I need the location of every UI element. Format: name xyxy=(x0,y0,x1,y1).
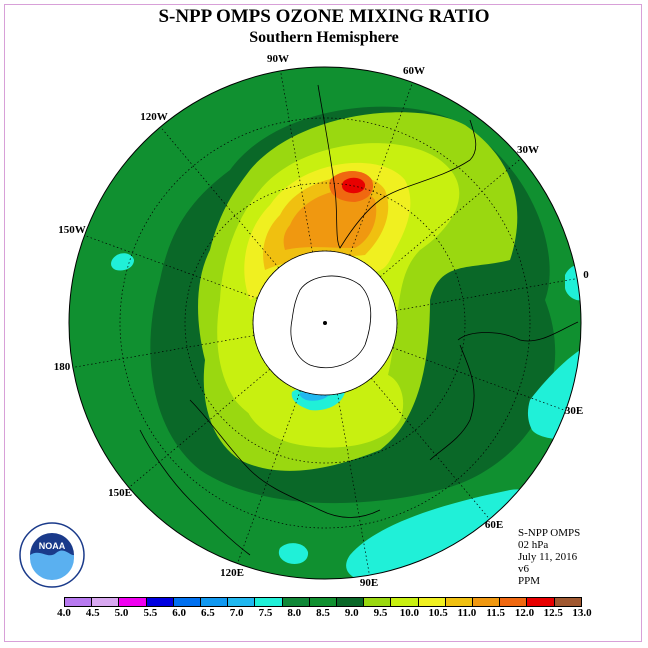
colorbar-tick-label: 12.5 xyxy=(543,607,563,619)
meridian-line xyxy=(280,70,326,324)
lon-label-150w: 150W xyxy=(58,224,86,236)
lon-label-90w: 90W xyxy=(267,53,289,65)
info-instrument: S-NPP OMPS xyxy=(518,527,581,539)
meridian-line xyxy=(237,322,326,564)
colorbar-tick-label: 5.5 xyxy=(143,607,158,619)
south-pole-marker xyxy=(323,321,327,325)
colorbar-segment xyxy=(473,598,501,606)
meridian-line xyxy=(324,322,370,576)
colorbar-segment xyxy=(146,598,174,606)
colorbar-segment xyxy=(500,598,528,606)
colorbar-tick-label: 4.5 xyxy=(85,607,100,619)
colorbar-segment xyxy=(228,598,256,606)
colorbar-segment xyxy=(554,598,581,606)
info-units: PPM xyxy=(518,575,541,587)
info-version: v6 xyxy=(518,563,529,575)
colorbar-tick-label: 11.0 xyxy=(457,607,477,619)
meridian-line xyxy=(324,158,522,324)
colorbar-tick-label: 5.0 xyxy=(114,607,129,619)
colorbar xyxy=(64,597,582,607)
lon-label-180: 180 xyxy=(54,361,71,373)
latitude-circle xyxy=(184,182,466,464)
lon-label-120e: 120E xyxy=(220,567,244,579)
lon-label-30w: 30W xyxy=(517,144,539,156)
africa-coast xyxy=(457,321,579,342)
colorbar-tick-label: 12.0 xyxy=(514,607,535,619)
colorbar-segment xyxy=(119,598,147,606)
australia-coast xyxy=(189,399,381,518)
colorbar-segment xyxy=(255,598,283,606)
latitude-circle xyxy=(119,117,531,529)
meridian-line xyxy=(324,278,578,324)
graticule xyxy=(72,70,578,576)
info-block: S-NPP OMPS 02 hPa July 11, 2016 v6 PPM xyxy=(518,527,580,587)
colorbar-tick-label: 10.0 xyxy=(399,607,419,619)
ozone-field xyxy=(69,67,581,579)
colorbar-segment xyxy=(92,598,120,606)
colorbar-tick-label: 8.0 xyxy=(287,607,302,619)
madagascar-region-coast xyxy=(429,344,475,461)
noaa-logo-text: NOAA xyxy=(39,541,66,551)
antarctica-coast xyxy=(290,275,372,369)
colorbar-tick-label: 13.0 xyxy=(572,607,592,619)
figure-frame xyxy=(4,4,642,642)
meridian-line xyxy=(324,82,413,324)
meridian-line xyxy=(160,126,326,324)
colorbar-segment xyxy=(364,598,392,606)
lon-label-0: 0 xyxy=(583,269,589,281)
colorbar-segment xyxy=(173,598,202,606)
info-date: July 11, 2016 xyxy=(518,551,578,563)
coastlines xyxy=(139,84,579,556)
colorbar-segment xyxy=(201,598,229,606)
contour-band-12-5 xyxy=(341,177,366,194)
meridian-line xyxy=(324,322,566,411)
map-title: S-NPP OMPS OZONE MIXING RATIO xyxy=(158,6,490,27)
colorbar-tick-label: 8.5 xyxy=(316,607,330,619)
meridian-line xyxy=(128,322,326,488)
colorbar-tick-label: 6.0 xyxy=(172,607,186,619)
lon-label-120w: 120W xyxy=(140,111,168,123)
colorbar-tick-label: 11.5 xyxy=(486,607,505,619)
colorbar-segment xyxy=(445,598,474,606)
meridian-line xyxy=(72,322,326,368)
lon-label-30e: 30E xyxy=(565,405,583,417)
colorbar-tick-label: 7.5 xyxy=(258,607,273,619)
colorbar-segment xyxy=(337,598,365,606)
lon-label-150e: 150E xyxy=(108,487,132,499)
colorbar-segment xyxy=(309,598,338,606)
meridian-line xyxy=(84,235,326,324)
colorbar-segment xyxy=(282,598,310,606)
colorbar-tick-label: 6.5 xyxy=(201,607,215,619)
colorbar-tick-label: 7.0 xyxy=(229,607,244,619)
low-ozone-zone-southwest xyxy=(278,543,309,564)
colorbar-segment xyxy=(391,598,419,606)
colorbar-segment xyxy=(418,598,446,606)
lon-label-90e: 90E xyxy=(360,577,378,589)
colorbar-segment xyxy=(527,598,555,606)
colorbar-tick-label: 10.5 xyxy=(428,607,448,619)
colorbar-tick-label: 9.0 xyxy=(344,607,359,619)
colorbar-segment xyxy=(65,598,93,606)
south-america-coast xyxy=(317,84,477,249)
colorbar-ticks: 4.0 4.5 5.0 5.5 6.0 6.5 7.0 7.5 8.0 8.5 9.0 9.5 10.0… xyxy=(57,607,592,621)
contour-band-11-5 xyxy=(283,189,377,250)
map-boundary xyxy=(68,66,582,580)
info-level: 02 hPa xyxy=(518,539,549,551)
lon-label-60w: 60W xyxy=(403,65,425,77)
colorbar-tick-label: 9.5 xyxy=(373,607,388,619)
noaa-logo: NOAA xyxy=(19,522,85,588)
new-zealand-region-coast xyxy=(139,429,251,556)
lon-label-60e: 60E xyxy=(485,519,503,531)
map-subtitle: Southern Hemisphere xyxy=(249,29,399,46)
colorbar-tick-label: 4.0 xyxy=(57,607,71,619)
meridian-line xyxy=(324,322,490,520)
